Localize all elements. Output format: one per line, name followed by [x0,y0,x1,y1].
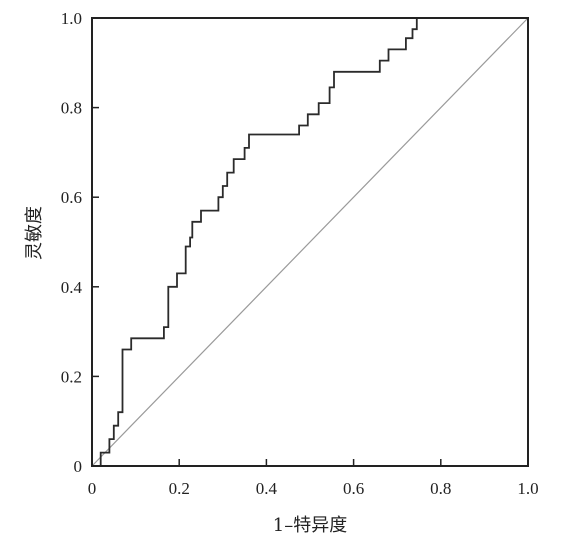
plot-frame [91,17,529,467]
x-tick-label: 0.8 [430,479,451,498]
x-tick-label: 1.0 [517,479,538,498]
x-tick-label: 0.2 [169,479,190,498]
y-tick-label: 0 [74,457,83,476]
x-tick-label: 0.6 [343,479,364,498]
reference-diagonal-line [91,17,529,467]
plot-marks [91,17,529,467]
roc-curve-line [92,17,528,467]
x-axis-title: 1–特异度 [273,515,347,536]
y-tick-label: 0.8 [61,99,82,118]
x-tick-label: 0.4 [256,479,278,498]
y-tick-label: 0.2 [61,367,82,386]
y-axis-title: 灵敏度 [24,206,45,260]
y-tick-label: 1.0 [61,9,82,28]
y-tick-label: 0.6 [61,188,82,207]
y-tick-label: 0.4 [61,278,83,297]
axis-ticks: 0 0.2 0.4 0.6 0.8 1.0 0 0.2 0.4 0.6 0.8 1.0 [61,9,539,498]
x-tick-label: 0 [88,479,97,498]
